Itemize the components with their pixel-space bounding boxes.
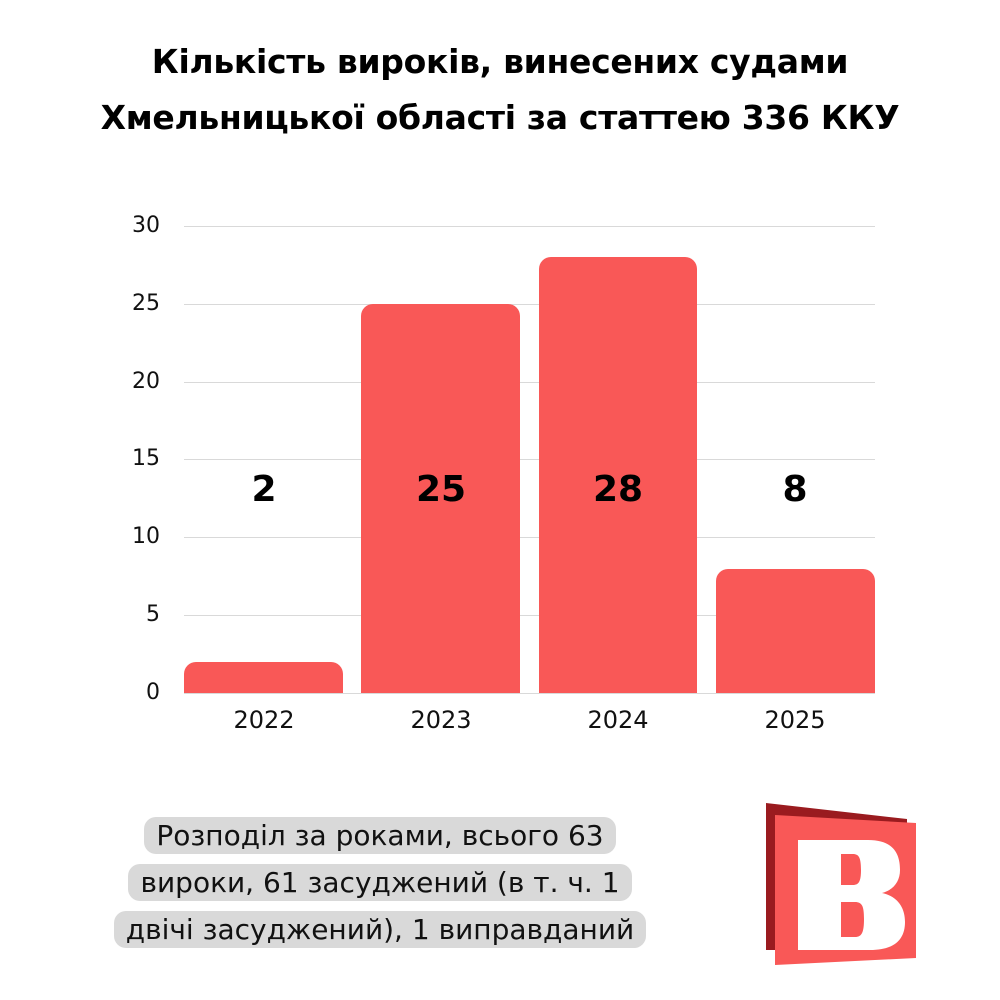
caption-line-1: Розподіл за роками, всього 63 [144, 817, 616, 854]
logo-b-icon [766, 803, 916, 965]
brand-logo [760, 800, 920, 970]
x-axis-baseline [184, 693, 875, 694]
gridline-25 [184, 304, 875, 305]
bar-value-label-2023: 25 [415, 469, 467, 510]
x-tick-label-2025: 2025 [764, 706, 826, 734]
y-tick-label: 15 [132, 446, 160, 471]
caption-line-2: вироки, 61 засуджений (в т. ч. 1 [128, 864, 632, 901]
bar-value-label-2025: 8 [782, 469, 808, 510]
y-tick-label: 10 [132, 524, 160, 549]
bar-2022 [184, 662, 343, 693]
bar-2024 [539, 257, 697, 693]
bar-2025 [716, 569, 875, 693]
gridline-15 [184, 459, 875, 460]
bar-value-label-2024: 28 [592, 469, 644, 510]
chart-title-line-1: Кількість вироків, винесених судами [151, 42, 849, 81]
gridline-20 [184, 382, 875, 383]
chart-title: Кількість вироків, винесених судами Хмел… [0, 34, 1000, 146]
x-tick-label-2023: 2023 [410, 706, 472, 734]
y-tick-label: 30 [132, 213, 160, 238]
y-tick-label: 25 [132, 291, 160, 316]
caption-line-3: двічі засуджений), 1 виправданий [113, 911, 647, 948]
gridline-30 [184, 226, 875, 227]
x-tick-label-2024: 2024 [587, 706, 649, 734]
bar-value-label-2022: 2 [251, 469, 277, 510]
x-tick-label-2022: 2022 [233, 706, 295, 734]
gridline-5 [184, 615, 875, 616]
gridline-10 [184, 537, 875, 538]
bar-chart: 30 25 20 15 10 5 0 2 25 28 8 2022 2023 2… [132, 213, 875, 734]
y-tick-label: 0 [146, 680, 160, 705]
y-tick-label: 20 [132, 369, 160, 394]
summary-caption: Розподіл за роками, всього 63 вироки, 61… [60, 812, 700, 953]
y-tick-label: 5 [146, 602, 160, 627]
bar-2023 [361, 304, 520, 693]
chart-title-line-2: Хмельницької області за статтею 336 ККУ [100, 98, 900, 137]
